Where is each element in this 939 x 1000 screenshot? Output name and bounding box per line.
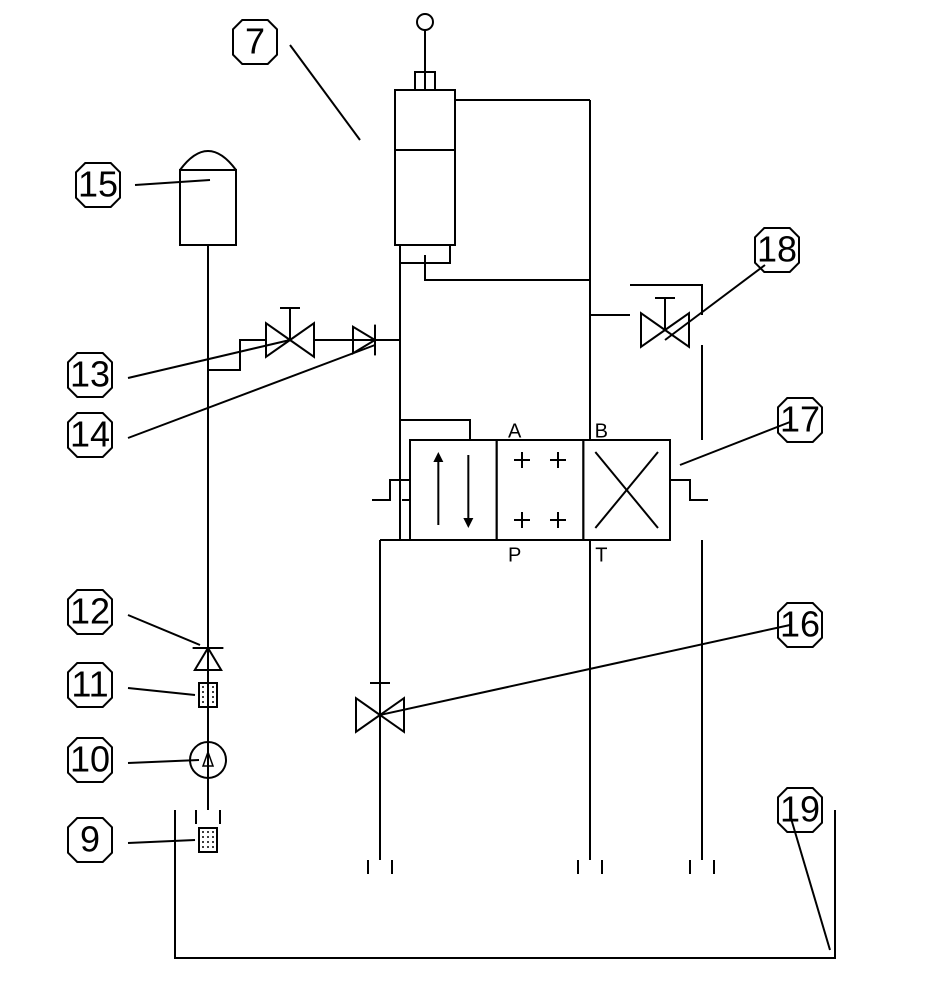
leader-line-0 — [290, 45, 360, 140]
callout-label-l11: 11 — [71, 664, 108, 705]
callout-label-l14: 14 — [70, 414, 110, 455]
accumulator-dome — [180, 151, 236, 170]
port-label-A: A — [508, 420, 522, 442]
leader-line-4 — [128, 345, 375, 438]
callout-label-l12: 12 — [70, 591, 110, 632]
leader-line-5 — [680, 422, 790, 465]
leader-line-10 — [128, 840, 195, 843]
leader-line-8 — [128, 688, 195, 695]
callout-label-l10: 10 — [70, 739, 110, 780]
cylinder-body — [395, 90, 455, 245]
port-label-P: P — [508, 544, 521, 566]
port-label-B: B — [595, 420, 608, 442]
leader-line-2 — [665, 265, 765, 340]
port-label-T: T — [595, 544, 607, 566]
callout-label-l13: 13 — [70, 354, 110, 395]
tank-outline — [175, 810, 835, 958]
callout-label-l19: 19 — [780, 789, 820, 830]
callout-label-l9: 9 — [80, 819, 100, 860]
leader-line-11 — [790, 815, 830, 950]
cylinder-rod-eye — [417, 14, 433, 30]
leader-line-6 — [128, 615, 200, 645]
callout-label-l15: 15 — [78, 164, 118, 205]
callout-label-l16: 16 — [780, 604, 820, 645]
hydraulic-line-1 — [208, 340, 265, 370]
hydraulic-line-16 — [400, 420, 470, 440]
callout-label-l18: 18 — [757, 229, 797, 270]
leader-line-7 — [380, 625, 790, 715]
callout-label-l17: 17 — [780, 399, 820, 440]
callout-label-l7: 7 — [245, 21, 265, 62]
leader-line-9 — [128, 760, 199, 763]
leader-line-1 — [135, 180, 210, 185]
